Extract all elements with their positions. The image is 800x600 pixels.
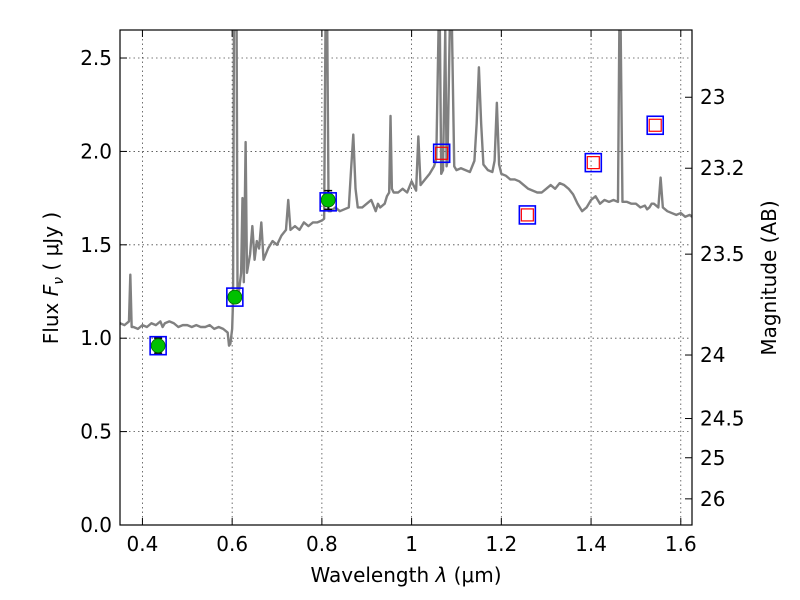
y2-tick-label: 24.5 <box>700 407 745 431</box>
x-tick-label: 1 <box>405 532 418 556</box>
y-tick-label: 2.0 <box>80 139 112 163</box>
model-flux-square <box>319 192 337 212</box>
y2-tick-label: 24 <box>700 343 725 367</box>
x-axis-label: Wavelength λ (μm) <box>310 563 501 587</box>
observed-flux-point <box>227 289 243 305</box>
x-tick-label: 1.6 <box>665 532 697 556</box>
model-flux-square <box>149 335 167 356</box>
y-axis-ticks: 0.0 0.5 1.0 1.5 2.0 2.5 <box>80 46 127 537</box>
y-tick-label: 0.5 <box>80 420 112 444</box>
model-flux-square <box>584 152 603 173</box>
x-tick-label: 1.2 <box>485 532 517 556</box>
model-flux-square <box>518 205 537 225</box>
upper-limit-square <box>586 156 600 170</box>
plot-frame <box>119 29 693 526</box>
x-tick-label: 0.8 <box>306 532 338 556</box>
y-tick-label: 0.0 <box>80 513 112 537</box>
y-tick-label: 1.0 <box>80 326 112 350</box>
model-flux-square <box>646 115 665 136</box>
y2-tick-label: 23 <box>700 85 725 109</box>
model-flux-square <box>226 287 244 307</box>
upper-limit-square <box>520 208 534 222</box>
grid-lines <box>120 30 692 526</box>
y2-tick-label: 25 <box>700 446 725 470</box>
x-tick-label: 0.6 <box>216 532 248 556</box>
y-tick-label: 2.5 <box>80 46 112 70</box>
upper-limit-square <box>435 146 449 160</box>
y2-tick-label: 26 <box>700 487 725 511</box>
y2-axis-ticks: 23 23.2 23.5 24 24.5 25 26 <box>685 85 745 511</box>
y-tick-label: 1.5 <box>80 233 112 257</box>
observed-flux-point <box>320 192 336 208</box>
x-tick-label: 0.4 <box>127 532 159 556</box>
y-axis-label: Flux Fν ( μJy ) <box>39 212 67 344</box>
x-tick-label: 1.4 <box>575 532 607 556</box>
model-flux-square <box>432 143 451 164</box>
model-spectrum-line <box>120 30 692 347</box>
upper-limit-square <box>648 118 662 132</box>
y2-tick-label: 23.5 <box>700 242 745 266</box>
x-axis-ticks: 0.4 0.6 0.8 1 1.2 1.4 1.6 <box>127 30 697 556</box>
observed-flux-point <box>150 338 166 354</box>
plot-area <box>120 30 692 356</box>
y2-tick-label: 23.2 <box>700 156 745 180</box>
y2-axis-label: Magnitude (AB) <box>757 200 781 355</box>
